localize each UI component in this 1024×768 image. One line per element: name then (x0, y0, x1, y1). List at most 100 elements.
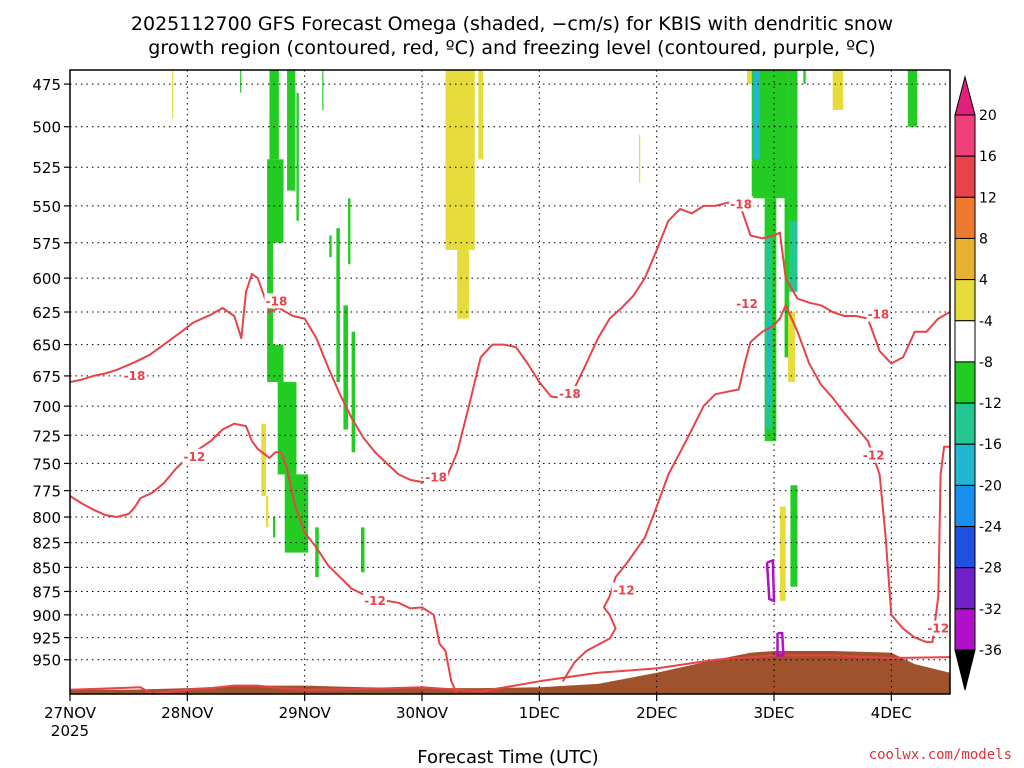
contour-label-bg (424, 469, 449, 485)
x-tick-sublabel: 2025 (51, 722, 89, 740)
omega-band-25 (747, 70, 752, 85)
contour-label-bg (926, 620, 951, 636)
contour-label-bg (264, 293, 289, 309)
x-tick-label: 1DEC (519, 704, 560, 722)
contour-label: -18 (425, 471, 447, 485)
contour-label-bg (735, 296, 760, 312)
credit-text: coolwx.com/models (869, 747, 1012, 763)
colorbar-label: -16 (979, 437, 1002, 453)
contour-label-layer: -18 -18 -18 -18 -18 -18 -12 -12 -12 -12 -12 -12 (122, 196, 951, 636)
x-tick-label: 28NOV (161, 704, 214, 722)
colorbar-label: -4 (979, 314, 993, 330)
contour-label-bg (363, 592, 388, 608)
omega-band-1 (240, 70, 242, 93)
omega-band-10 (261, 423, 266, 497)
x-tick-label: 30NOV (396, 704, 449, 722)
y-tick-label: 825 (32, 535, 61, 553)
omega-band-28 (759, 70, 789, 199)
omega-band-40 (779, 506, 786, 601)
omega-band-9 (284, 474, 309, 553)
omega-band-13 (315, 527, 319, 578)
y-tick-label: 700 (32, 398, 61, 416)
x-tick-label: 2DEC (636, 704, 677, 722)
contour-line-0 (69, 200, 951, 483)
y-tick-label: 675 (32, 368, 61, 386)
colorbar-label: 12 (979, 190, 997, 206)
omega-band-12 (272, 517, 276, 538)
contour-label: -18 (124, 369, 146, 383)
contour-label-bg (729, 196, 754, 212)
contour-label-bg (866, 306, 891, 322)
y-tick-label: 550 (32, 198, 61, 216)
colorbar-swatch (954, 361, 976, 404)
colorbar-swatch (954, 155, 976, 198)
y-tick-label: 750 (32, 455, 61, 473)
omega-band-39 (788, 312, 796, 383)
omega-band-6 (287, 70, 296, 191)
omega-band-20 (322, 70, 324, 110)
colorbar-label: -24 (979, 520, 1002, 536)
colorbar-swatch (954, 443, 976, 486)
colorbar-label: -32 (979, 602, 1002, 618)
colorbar-swatch (954, 279, 976, 322)
contour-label-bg (861, 447, 886, 463)
omega-band-11 (265, 496, 269, 528)
colorbar-label: 16 (979, 149, 997, 165)
contour-layer (69, 200, 951, 695)
chart-title-line2: growth region (contoured, red, ºC) and f… (148, 37, 875, 59)
omega-band-35 (776, 70, 782, 76)
omega-band-5 (269, 109, 272, 279)
contour-label: -18 (266, 294, 288, 308)
y-tick-label: 800 (32, 509, 61, 527)
contour-label: -12 (613, 584, 635, 598)
colorbar-label: -8 (979, 355, 993, 371)
y-tick-label: 725 (32, 427, 61, 445)
y-tick-label: 875 (32, 583, 61, 601)
contour-label-bg (557, 386, 582, 402)
omega-band-23 (478, 70, 484, 160)
omega-band-17 (348, 198, 351, 265)
omega-band-32 (766, 318, 771, 407)
y-tick-label: 500 (32, 119, 61, 137)
colorbar-swatch (954, 402, 976, 445)
contour-line-1 (69, 422, 459, 695)
omega-band-14 (329, 235, 332, 258)
omega-band-8 (277, 382, 297, 475)
y-tick-label: 475 (32, 76, 61, 94)
y-tick-label: 925 (32, 630, 61, 648)
y-tick-label: 575 (32, 235, 61, 253)
omega-band-37 (832, 70, 844, 110)
y-axis: 475 500 525 550 575 600 625 650 675 700 725 750 775 8… (32, 76, 70, 670)
contour-label: -18 (730, 197, 752, 211)
contour-label-bg (122, 367, 147, 383)
freezing-level-contour-0 (765, 558, 776, 603)
omega-band-33 (784, 198, 790, 358)
omega-band-16 (343, 305, 349, 430)
plot-frame (69, 69, 951, 695)
contour-label: -12 (863, 449, 885, 463)
colorbar-swatch (954, 196, 976, 239)
x-axis-label: Forecast Time (UTC) (417, 747, 598, 768)
chart-title-line1: 2025112700 GFS Forecast Omega (shaded, −… (131, 13, 893, 35)
contour-line-2 (561, 304, 950, 682)
omega-band-38 (907, 70, 918, 127)
x-tick-label: 29NOV (279, 704, 332, 722)
y-tick-label: 775 (32, 483, 61, 501)
y-tick-label: 625 (32, 304, 61, 322)
omega-band-22 (457, 249, 469, 319)
colorbar-swatch (954, 114, 976, 157)
y-tick-label: 900 (32, 607, 61, 625)
colorbar: 20 16 12 8 4 -4 -8 -12 -16 -20 -24 -28 -32 -36 (954, 75, 1002, 691)
x-tick-label: 27NOV (44, 704, 97, 722)
colorbar-swatch (954, 484, 976, 528)
omega-band-15 (336, 228, 340, 383)
omega-band-0 (172, 70, 174, 119)
contour-label: -12 (736, 297, 758, 311)
omega-band-21 (445, 70, 475, 250)
omega-band-41 (790, 485, 798, 587)
colorbar-label: 4 (979, 273, 988, 289)
y-tick-label: 850 (32, 559, 61, 577)
grid-layer (70, 70, 950, 694)
terrain-surface (70, 651, 950, 694)
